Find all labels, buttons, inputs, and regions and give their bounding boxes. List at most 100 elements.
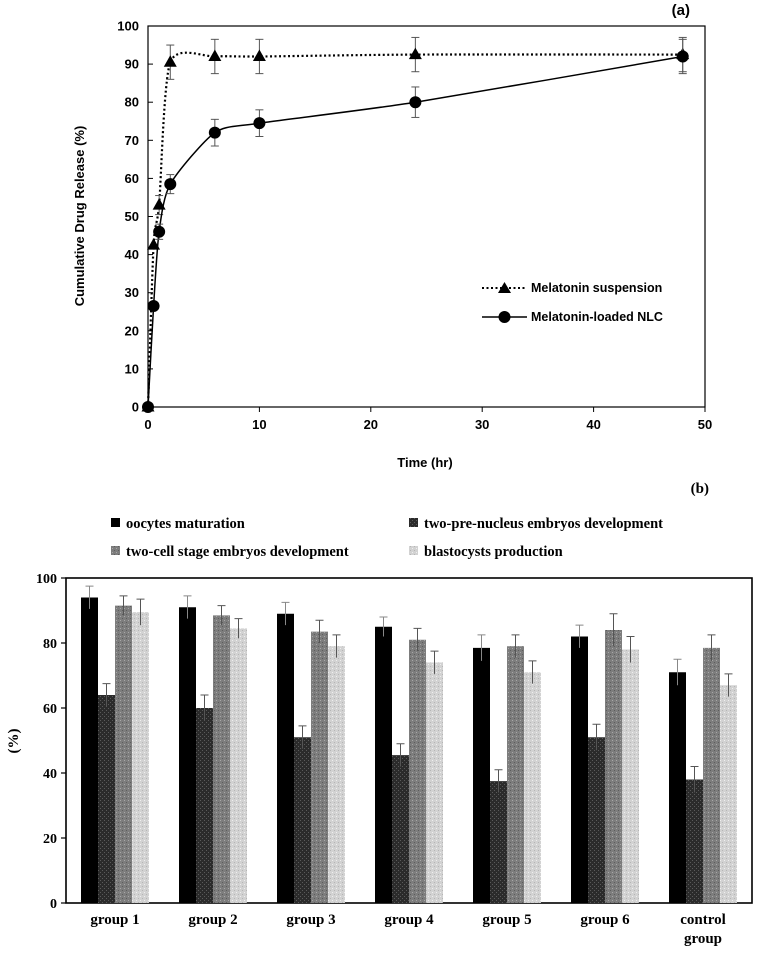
x-tick-label-30: 30	[475, 417, 489, 432]
legend-nlc-circle-marker	[498, 311, 511, 323]
bar-blastocysts-production-group-1	[132, 612, 149, 903]
category-label-group-5: group 5	[482, 912, 531, 928]
point-triangle-melatonin-suspension-6	[408, 47, 422, 60]
panel-a-y-axis-title: Cumulative Drug Release (%)	[72, 126, 87, 307]
point-circle-melatonin-loaded-nlc-3	[164, 178, 177, 191]
bar-oocytes-maturation-control-group	[669, 672, 686, 903]
bar-two-pre-nucleus-embryos-development-group-2	[196, 708, 213, 903]
panel-b-bars	[81, 585, 737, 903]
point-circle-melatonin-loaded-nlc-6	[409, 96, 422, 109]
point-triangle-melatonin-suspension-3	[163, 55, 177, 67]
y-tick-label-30: 30	[125, 285, 139, 300]
legend-label-blastocysts: blastocysts production	[424, 544, 563, 560]
x-tick-label-0: 0	[144, 417, 151, 432]
legend-swatch-blastocysts	[409, 546, 418, 555]
bar-blastocysts-production-group-4	[426, 662, 443, 903]
x-tick-label-50: 50	[698, 417, 712, 432]
panel-b-label: (b)	[691, 481, 709, 497]
panel-b-y-axis-title: (%)	[6, 729, 22, 754]
point-circle-melatonin-loaded-nlc-4	[208, 126, 221, 139]
y-tick-label-10: 10	[125, 361, 139, 376]
bar-two-cell-stage-embryos-development-group-2	[213, 615, 230, 903]
bar-two-cell-stage-embryos-development-group-4	[409, 639, 426, 903]
y-tick-label-60: 60	[125, 171, 139, 186]
bar-oocytes-maturation-group-4	[375, 626, 392, 903]
bar-oocytes-maturation-group-3	[277, 613, 294, 903]
legend-label-pre-nucleus: two-pre-nucleus embryos development	[424, 516, 663, 532]
bar-oocytes-maturation-group-5	[473, 647, 490, 903]
panel-b-x-axis: group 1 group 2 group 3 group 4 group 5 group…	[90, 912, 725, 947]
category-label-group-3: group 3	[286, 912, 335, 928]
bar-oocytes-maturation-group-1	[81, 597, 98, 903]
point-circle-melatonin-loaded-nlc-5	[253, 117, 266, 130]
bar-oocytes-maturation-group-2	[179, 607, 196, 903]
panel-a-y-axis: 0 10 20 30 40 50 60 70 80 90 100	[117, 19, 153, 415]
y-tick-label-50: 50	[125, 209, 139, 224]
panel-a-label: (a)	[672, 2, 690, 19]
y-tick-label-90: 90	[125, 57, 139, 72]
bar-two-pre-nucleus-embryos-development-control-group	[686, 779, 703, 903]
panel-a-series	[141, 36, 690, 413]
point-triangle-melatonin-suspension-2	[152, 198, 166, 210]
bar-blastocysts-production-group-2	[230, 628, 247, 903]
b-y-tick-label-80: 80	[43, 637, 57, 652]
legend-nlc-label: Melatonin-loaded NLC	[531, 310, 663, 324]
x-tick-label-20: 20	[364, 417, 378, 432]
b-y-tick-label-40: 40	[43, 767, 57, 782]
y-tick-label-70: 70	[125, 133, 139, 148]
bar-blastocysts-production-group-6	[622, 649, 639, 903]
bar-two-cell-stage-embryos-development-control-group	[703, 647, 720, 903]
category-label-group-4: group 4	[384, 912, 434, 928]
x-tick-label-10: 10	[252, 417, 266, 432]
y-tick-label-80: 80	[125, 95, 139, 110]
bar-two-cell-stage-embryos-development-group-6	[605, 630, 622, 903]
bar-blastocysts-production-group-3	[328, 646, 345, 903]
bar-blastocysts-production-control-group	[720, 685, 737, 903]
panel-b-y-axis: 0 20 40 60 80 100	[36, 572, 66, 912]
bar-two-pre-nucleus-embryos-development-group-5	[490, 781, 507, 903]
legend-swatch-two-cell	[111, 546, 120, 555]
point-circle-melatonin-loaded-nlc-1	[147, 300, 160, 313]
panel-a-plot-frame	[147, 25, 706, 408]
legend-swatch-pre-nucleus	[409, 518, 418, 527]
y-tick-label-0: 0	[132, 400, 139, 415]
category-label-control-group-line-1: group	[684, 931, 722, 947]
bar-two-pre-nucleus-embryos-development-group-1	[98, 695, 115, 903]
y-tick-label-100: 100	[117, 19, 139, 34]
point-triangle-melatonin-suspension-1	[147, 238, 161, 250]
b-y-tick-label-60: 60	[43, 702, 57, 717]
category-label-group-1: group 1	[90, 912, 139, 928]
bar-two-pre-nucleus-embryos-development-group-3	[294, 737, 311, 903]
legend-swatch-oocytes	[111, 518, 120, 527]
panel-a-x-axis: 0 10 20 30 40 50	[144, 407, 712, 432]
legend-label-two-cell: two-cell stage embryos development	[126, 544, 349, 560]
bar-blastocysts-production-group-5	[524, 672, 541, 903]
bar-two-cell-stage-embryos-development-group-3	[311, 631, 328, 903]
category-label-group-2: group 2	[188, 912, 237, 928]
point-circle-melatonin-loaded-nlc-2	[153, 225, 166, 238]
bar-two-pre-nucleus-embryos-development-group-6	[588, 737, 605, 903]
bar-two-cell-stage-embryos-development-group-1	[115, 605, 132, 903]
y-tick-label-20: 20	[125, 323, 139, 338]
point-triangle-melatonin-suspension-4	[208, 49, 222, 61]
legend-label-oocytes: oocytes maturation	[126, 516, 245, 532]
panel-a-x-axis-title: Time (hr)	[397, 455, 452, 470]
point-circle-melatonin-loaded-nlc-7	[676, 50, 689, 63]
category-label-control-group-line-0: control	[680, 912, 726, 928]
category-label-group-6: group 6	[580, 912, 630, 928]
legend-suspension-triangle-marker	[498, 282, 511, 293]
b-y-tick-label-20: 20	[43, 832, 57, 847]
x-tick-label-40: 40	[586, 417, 600, 432]
bar-two-pre-nucleus-embryos-development-group-4	[392, 755, 409, 903]
b-y-tick-label-0: 0	[50, 897, 57, 912]
legend-suspension-label: Melatonin suspension	[531, 281, 662, 295]
y-tick-label-40: 40	[125, 247, 139, 262]
point-circle-melatonin-loaded-nlc-0	[142, 401, 154, 413]
point-triangle-melatonin-suspension-5	[252, 49, 266, 61]
bar-oocytes-maturation-group-6	[571, 636, 588, 903]
panel-b-legend: oocytes maturation two-pre-nucleus embry…	[111, 516, 663, 560]
panel-a-legend: Melatonin suspension Melatonin-loaded NL…	[482, 281, 663, 324]
panel-a: (a) 0 10 20 30 40 50 60 70 80 90 100 0 10 20 30 40 50 C…	[72, 2, 712, 470]
panel-b: (b) oocytes maturation two-pre-nucleus e…	[6, 481, 753, 947]
